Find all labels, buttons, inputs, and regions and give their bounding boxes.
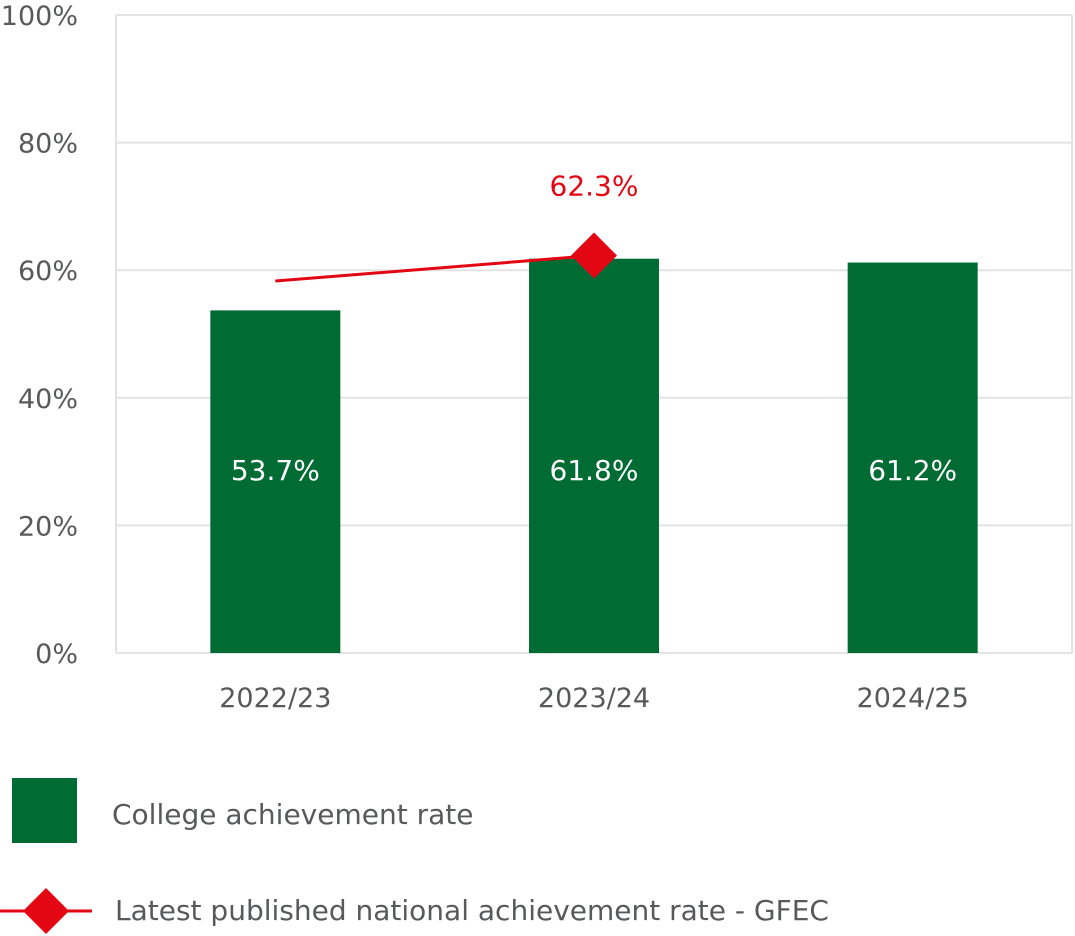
y-tick-label: 40%: [18, 384, 78, 415]
bar-2024/25: [847, 262, 978, 653]
national-rate-line: [275, 254, 595, 283]
bar-data-label: 53.7%: [231, 454, 320, 487]
y-tick-label: 20%: [18, 511, 78, 542]
x-tick-label: 2022/23: [219, 683, 331, 714]
legend-diamond-icon: [23, 888, 69, 934]
y-tick-label: 60%: [18, 256, 78, 287]
legend-label-national: Latest published national achievement ra…: [115, 894, 829, 927]
national-rate-marker: [571, 232, 617, 279]
x-tick-label: 2023/24: [538, 683, 650, 714]
legend-label-college: College achievement rate: [112, 798, 473, 831]
y-tick-label: 0%: [35, 639, 78, 670]
x-tick-label: 2024/25: [857, 683, 969, 714]
bar-data-label: 61.2%: [868, 454, 957, 487]
line-data-label: 62.3%: [550, 170, 639, 203]
legend-swatch-college: [12, 778, 77, 843]
y-tick-label: 80%: [18, 129, 78, 160]
y-tick-label: 100%: [1, 1, 78, 32]
bar-2023/24: [529, 258, 659, 653]
bar-data-label: 61.8%: [550, 454, 639, 487]
bar-2022/23: [210, 310, 341, 653]
